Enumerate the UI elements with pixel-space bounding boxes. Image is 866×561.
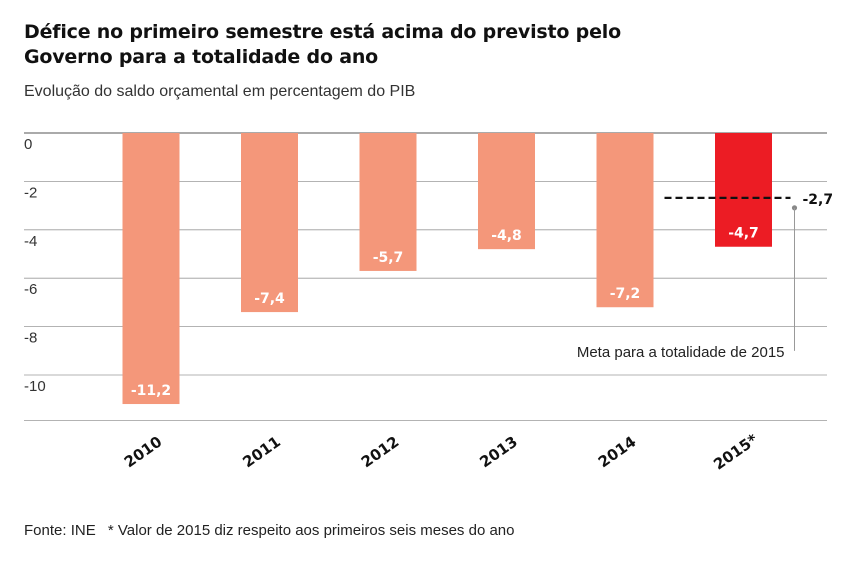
- x-tick-label: 2013: [476, 433, 521, 472]
- bar-value-label: -7,4: [254, 291, 285, 307]
- y-tick-label: -10: [24, 378, 46, 395]
- source-note: Fonte: INE: [24, 522, 96, 539]
- chart-title: Défice no primeiro semestre está acima d…: [24, 21, 621, 68]
- annotation-label: Meta para a totalidade de 2015: [577, 344, 785, 361]
- x-tick-label: 2014: [595, 433, 640, 472]
- x-tick-label: 2012: [358, 433, 403, 472]
- x-tick-label: 2015*: [710, 430, 761, 473]
- bar-value-label: -4,7: [728, 226, 759, 242]
- y-tick-label: -4: [24, 233, 37, 250]
- y-tick-label: -6: [24, 281, 37, 298]
- y-tick-label: -2: [24, 184, 37, 201]
- bar-value-label: -11,2: [131, 383, 171, 399]
- footer: Fonte: INE * Valor de 2015 diz respeito …: [24, 522, 522, 539]
- footnote: * Valor de 2015 diz respeito aos primeir…: [107, 522, 515, 539]
- bar: [596, 133, 654, 308]
- x-tick-label: 2010: [121, 433, 166, 472]
- bar: [478, 133, 535, 250]
- bar-value-label: -5,7: [373, 250, 404, 266]
- x-tick-label: 2011: [239, 433, 284, 472]
- bar: [122, 133, 180, 405]
- y-tick-label: 0: [24, 136, 32, 153]
- bar: [715, 133, 772, 247]
- y-tick-label: -8: [24, 330, 37, 347]
- bar-value-label: -7,2: [610, 286, 641, 302]
- reference-value-label: -2,7: [803, 192, 834, 208]
- bar: [241, 133, 298, 313]
- chart-subtitle: Evolução do saldo orçamental em percenta…: [24, 83, 416, 100]
- bar-value-label: -4,8: [491, 228, 522, 244]
- bar: [359, 133, 417, 271]
